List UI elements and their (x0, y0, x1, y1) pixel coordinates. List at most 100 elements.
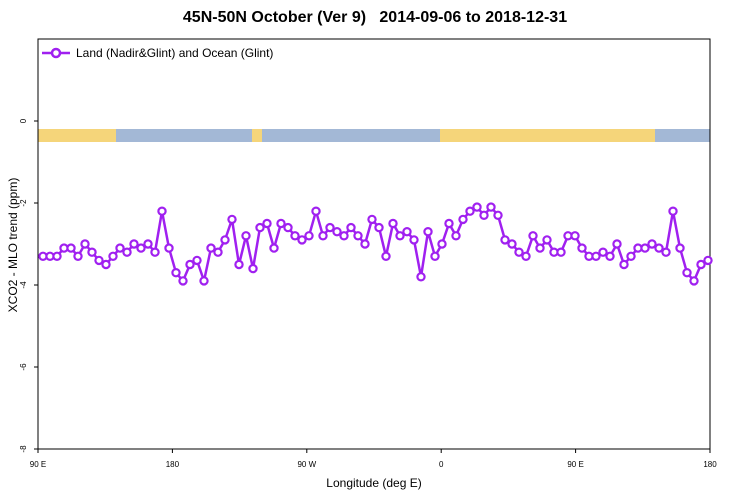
x-axis: 90 E 180 90 W 0 90 E 180 (30, 449, 717, 469)
x-tick-label: 90 E (567, 460, 583, 469)
data-point (318, 231, 328, 241)
data-point (115, 243, 125, 253)
data-point (108, 251, 118, 261)
data-point (199, 276, 209, 286)
land-band (38, 129, 116, 142)
data-point (178, 276, 188, 286)
x-tick-label: 180 (703, 460, 717, 469)
data-point (276, 218, 286, 229)
data-point (570, 231, 580, 241)
data-point (164, 243, 174, 253)
x-tick-label: 0 (439, 460, 444, 469)
x-tick-label: 90 E (30, 460, 46, 469)
data-point (542, 235, 552, 245)
data-point (465, 206, 475, 216)
data-point (654, 243, 664, 253)
data-point (689, 276, 699, 286)
data-point (416, 272, 426, 282)
data-point (339, 231, 349, 241)
data-point (521, 251, 531, 261)
y-tick-label: 0 (19, 118, 28, 123)
data-point (332, 226, 342, 237)
data-point (129, 239, 139, 249)
data-point (682, 268, 692, 278)
data-point (703, 255, 713, 266)
data-point (360, 239, 370, 249)
land-band (252, 129, 262, 142)
data-point (192, 255, 202, 266)
data-point (444, 218, 454, 229)
data-point (577, 243, 587, 253)
series-layer (38, 202, 713, 286)
y-tick-label: -6 (19, 363, 28, 371)
x-tick-label: 90 W (297, 460, 316, 469)
data-point (87, 247, 97, 257)
data-point (472, 202, 482, 212)
data-point (283, 222, 293, 233)
x-tick-label: 180 (166, 460, 180, 469)
land-band (440, 129, 655, 142)
data-point (213, 247, 223, 257)
data-point (374, 222, 384, 233)
data-point (290, 231, 300, 241)
data-point (80, 239, 90, 249)
data-point (101, 259, 111, 270)
data-point (143, 239, 153, 249)
data-point (423, 226, 433, 237)
data-point (157, 206, 167, 216)
data-point (395, 231, 405, 241)
data-point (451, 231, 461, 241)
data-point (66, 243, 76, 253)
data-point (94, 255, 104, 266)
legend-marker (50, 47, 62, 59)
y-axis: 0 -2 -4 -6 -8 (19, 118, 38, 453)
data-point (367, 214, 377, 225)
data-point (304, 231, 314, 241)
data-point (122, 247, 132, 257)
legend: Land (Nadir&Glint) and Ocean (Glint) (42, 46, 273, 60)
data-point (171, 268, 181, 278)
data-point (381, 251, 391, 261)
data-point (528, 231, 538, 241)
data-point (206, 243, 216, 253)
data-point (430, 251, 440, 261)
data-point (696, 259, 706, 270)
data-point (150, 247, 160, 257)
data-point (626, 251, 636, 261)
data-point (661, 247, 671, 257)
data-point (241, 231, 251, 241)
data-point (325, 222, 335, 233)
data-point (675, 243, 685, 253)
data-point (556, 247, 566, 257)
chart-title: 45N-50N October (Ver 9) 2014-09-06 to 20… (182, 9, 568, 26)
y-tick-label: -2 (19, 199, 28, 207)
data-point (269, 243, 279, 253)
data-point (486, 202, 496, 212)
data-point (346, 222, 356, 233)
data-point (255, 222, 265, 233)
data-point (458, 214, 468, 225)
data-point (136, 243, 146, 253)
data-point (507, 239, 517, 249)
data-point (73, 251, 83, 261)
data-point (640, 243, 650, 253)
data-point (52, 251, 62, 261)
data-point (514, 247, 524, 257)
data-point (493, 210, 503, 220)
data-point (234, 259, 244, 270)
y-tick-label: -8 (19, 445, 28, 453)
data-point (311, 206, 321, 216)
land-ocean-strip (38, 129, 710, 142)
y-axis-label: XCO2 - MLO trend (ppm) (6, 177, 20, 313)
data-point (619, 259, 629, 270)
data-point (262, 218, 272, 229)
data-point (185, 259, 195, 270)
data-point (591, 251, 601, 261)
data-point (479, 210, 489, 220)
data-point (248, 263, 258, 274)
data-point (500, 235, 510, 245)
data-point (353, 231, 363, 241)
legend-label: Land (Nadir&Glint) and Ocean (Glint) (76, 46, 273, 60)
data-point (437, 239, 447, 249)
